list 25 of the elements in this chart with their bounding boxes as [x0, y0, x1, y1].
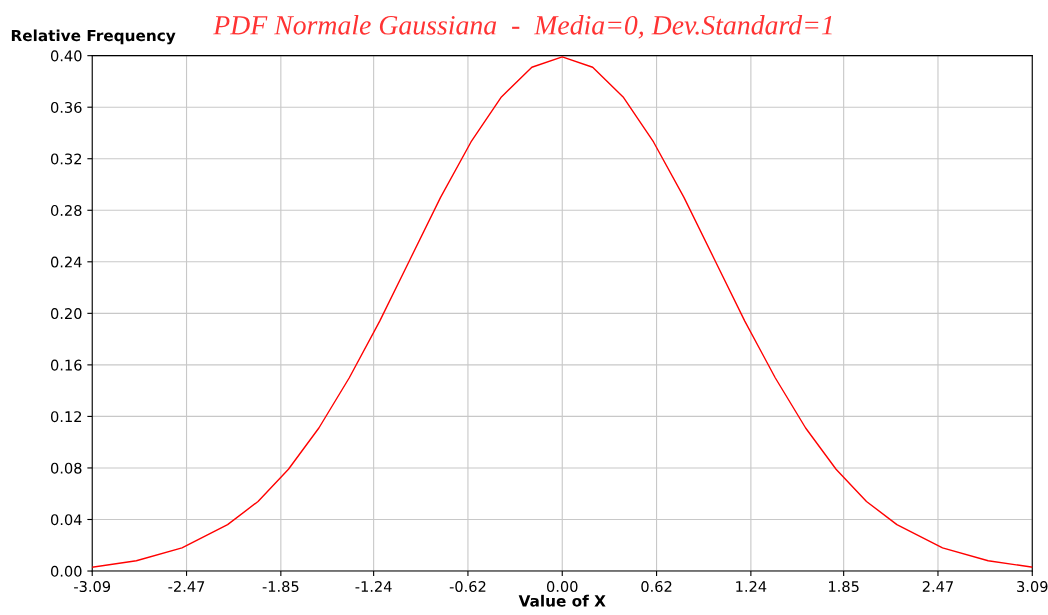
- x-tick-label: 1.85: [829, 581, 859, 593]
- x-tick-label: -1.24: [355, 581, 392, 592]
- x-tick-label: 3.09: [1017, 581, 1048, 593]
- x-tick-label: -2.47: [168, 581, 205, 592]
- y-tick-label: 0.12: [50, 411, 82, 423]
- x-tick-label: 0.62: [641, 581, 672, 593]
- x-tick-label: -3.09: [74, 581, 111, 593]
- y-tick-label: 0.24: [50, 256, 82, 268]
- x-tick-label: 1.24: [736, 581, 767, 592]
- y-tick-label: 0.20: [50, 308, 82, 320]
- y-tick-label: 0.16: [50, 359, 82, 371]
- y-tick-label: 0.40: [50, 50, 82, 62]
- y-tick-label: 0.32: [50, 153, 82, 165]
- x-axis-title: Value of X: [518, 594, 606, 607]
- y-axis-title: Relative Frequency: [11, 29, 176, 45]
- y-tick-label: 0.00: [50, 565, 82, 577]
- y-tick-label: 0.08: [50, 462, 82, 474]
- y-tick-label: 0.04: [50, 514, 82, 526]
- y-tick-label: 0.36: [50, 101, 82, 113]
- x-tick-label: 2.47: [922, 581, 953, 592]
- x-tick-label: 0.00: [546, 581, 578, 593]
- y-tick-label: 0.28: [50, 204, 82, 217]
- chart-title: PDF Normale Gaussiana - Media=0, Dev.Standard=1: [213, 15, 832, 39]
- x-tick-label: -0.62: [449, 581, 486, 593]
- x-tick-label: -1.85: [262, 581, 299, 593]
